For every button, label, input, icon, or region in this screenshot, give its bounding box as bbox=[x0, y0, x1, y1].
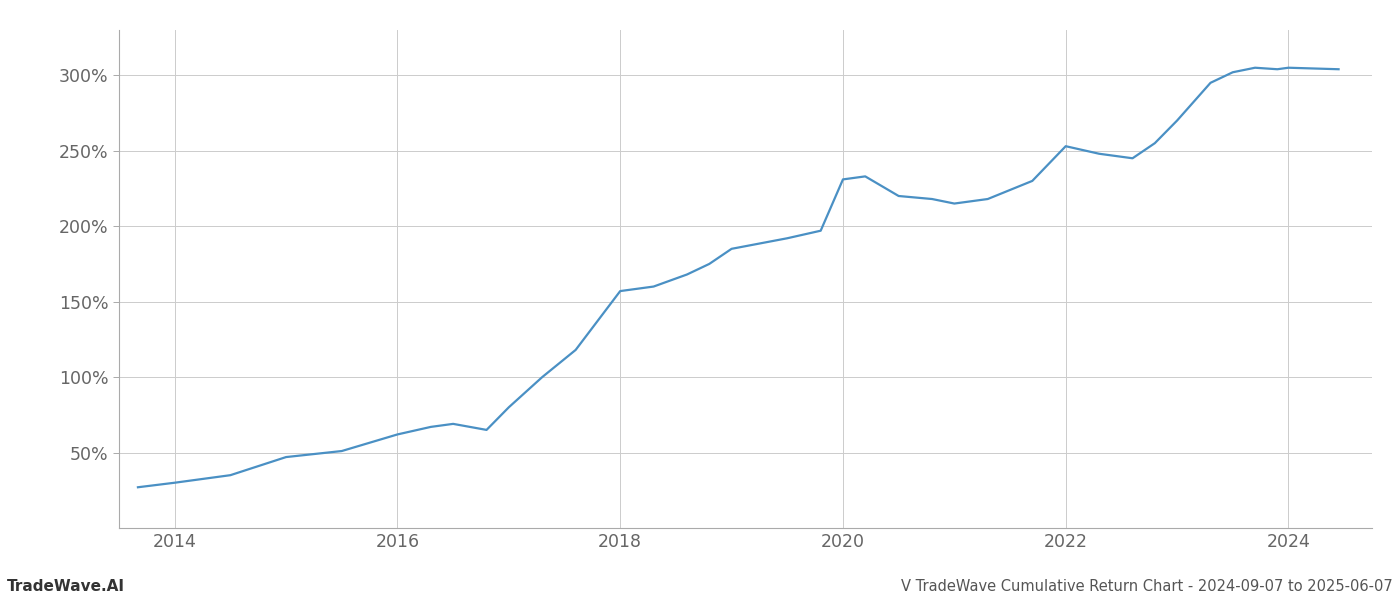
Text: V TradeWave Cumulative Return Chart - 2024-09-07 to 2025-06-07: V TradeWave Cumulative Return Chart - 20… bbox=[902, 579, 1393, 594]
Text: TradeWave.AI: TradeWave.AI bbox=[7, 579, 125, 594]
